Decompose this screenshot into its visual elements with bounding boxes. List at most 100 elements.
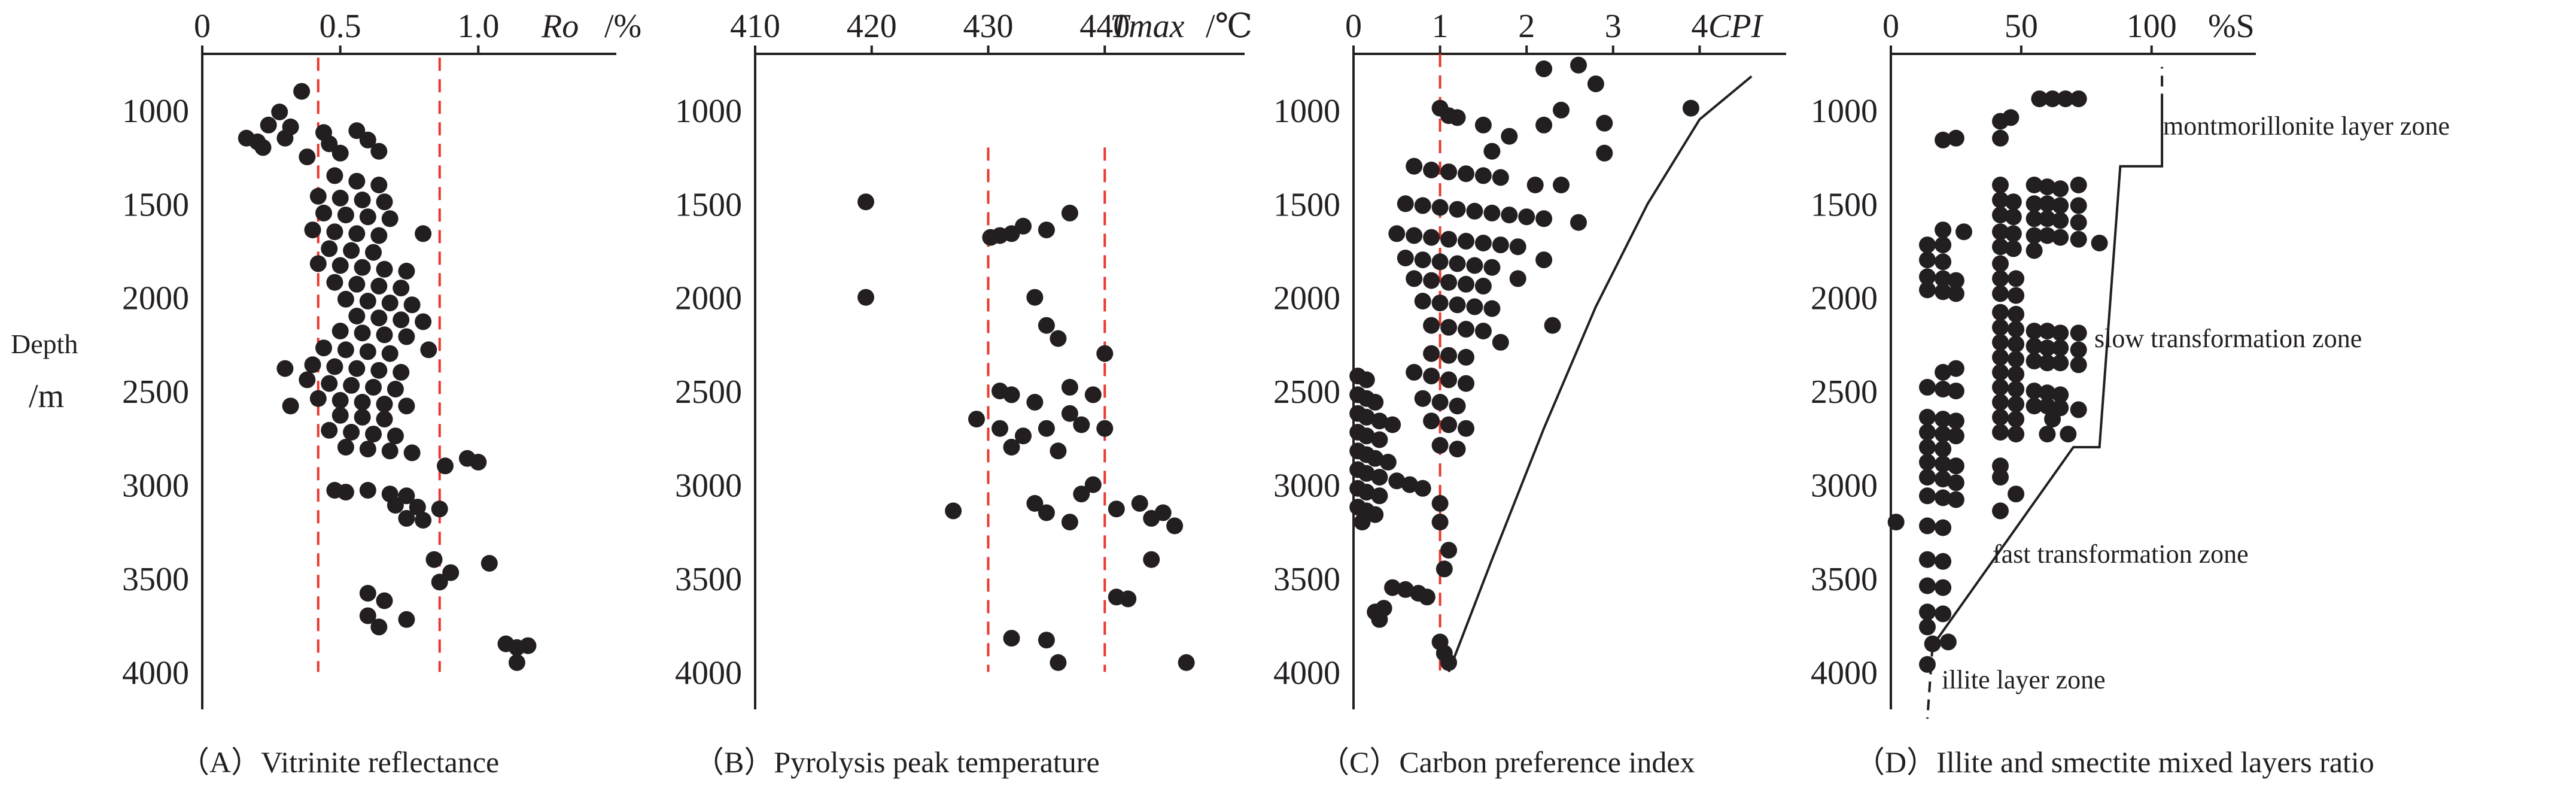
zone-boundary <box>1932 104 2164 647</box>
zone-label: illite layer zone <box>1942 665 2106 694</box>
data-point <box>1474 277 1492 295</box>
data-point <box>2052 229 2069 246</box>
data-point <box>2005 240 2022 257</box>
data-point <box>1935 456 1952 473</box>
data-point <box>359 131 376 148</box>
x-tick-label: 0 <box>1882 8 1899 45</box>
x-tick-label: 1.0 <box>457 8 499 45</box>
data-point <box>1992 318 2009 336</box>
data-point <box>1375 600 1392 617</box>
data-point <box>2057 90 2074 108</box>
x-tick-label: 50 <box>2005 8 2038 45</box>
data-point <box>1358 371 1375 389</box>
data-point <box>2008 351 2025 368</box>
data-point <box>1384 579 1401 596</box>
data-point <box>1919 469 1936 486</box>
data-point <box>1596 114 1613 132</box>
data-point <box>1371 487 1388 505</box>
data-point <box>1935 411 1952 428</box>
x-axis-unit: /% <box>604 8 641 45</box>
data-point <box>1367 450 1384 467</box>
data-point <box>1492 333 1509 351</box>
data-point <box>1061 378 1078 396</box>
data-point <box>2039 195 2056 213</box>
data-point <box>945 502 962 520</box>
data-point <box>299 371 316 389</box>
data-point <box>1431 514 1449 531</box>
data-point <box>326 274 343 291</box>
data-point <box>1358 408 1375 426</box>
data-point <box>1371 469 1388 486</box>
data-point <box>1509 238 1526 256</box>
zone-label: fast transformation zone <box>1993 539 2249 569</box>
data-point <box>1371 412 1388 430</box>
data-point <box>992 420 1008 437</box>
data-point <box>2025 242 2043 259</box>
data-point <box>376 411 393 428</box>
data-point <box>1919 236 1936 254</box>
data-point <box>2039 323 2056 339</box>
data-point <box>1935 363 1952 381</box>
data-point <box>2070 401 2087 418</box>
data-point <box>1570 214 1587 231</box>
data-point <box>2025 177 2043 193</box>
data-point <box>2070 90 2087 108</box>
data-point <box>1935 381 1952 397</box>
data-point <box>2052 180 2069 198</box>
data-point <box>437 457 454 475</box>
data-point <box>1992 304 2009 321</box>
panel-caption: （A）Vitrinite reflectance <box>180 745 499 779</box>
data-point <box>1483 142 1501 160</box>
data-point <box>1423 345 1440 362</box>
data-point <box>1440 274 1458 291</box>
data-point <box>2008 335 2025 353</box>
data-point <box>370 227 388 244</box>
data-point <box>348 122 366 139</box>
data-point <box>348 275 366 293</box>
data-point <box>2060 426 2077 443</box>
data-point <box>2044 411 2061 428</box>
data-point <box>2005 193 2022 211</box>
data-point <box>1992 469 2009 486</box>
x-axis-unit: /℃ <box>1206 8 1252 45</box>
depth-tick-label: 2000 <box>1811 280 1878 317</box>
x-tick-label: 0.5 <box>320 8 361 45</box>
data-point <box>1947 412 1964 430</box>
data-point <box>1483 300 1501 317</box>
data-point <box>1474 323 1492 339</box>
data-point <box>1440 371 1458 389</box>
data-point <box>1120 590 1137 608</box>
data-point <box>331 257 349 274</box>
data-point <box>393 280 410 297</box>
data-point <box>1466 298 1483 315</box>
data-point <box>2070 177 2087 193</box>
data-point <box>348 172 366 190</box>
data-point <box>1935 221 1952 239</box>
data-point <box>304 356 321 374</box>
data-point <box>354 324 371 342</box>
data-point <box>326 358 343 375</box>
data-point <box>1919 551 1936 568</box>
data-point <box>1096 345 1114 362</box>
data-point <box>2008 396 2025 412</box>
data-point <box>343 242 360 259</box>
data-point <box>1992 285 2009 302</box>
data-point <box>1992 333 2009 351</box>
data-point <box>2070 324 2087 342</box>
data-point <box>1358 484 1375 501</box>
data-point <box>1935 283 1952 301</box>
depth-tick-label: 1500 <box>122 186 189 223</box>
data-point <box>381 295 399 312</box>
data-point <box>1401 476 1418 493</box>
data-point <box>381 210 399 227</box>
data-point <box>354 393 371 411</box>
data-point <box>1414 293 1431 309</box>
data-point <box>1084 476 1102 493</box>
data-point <box>1384 416 1401 433</box>
data-point <box>370 142 388 160</box>
data-point <box>1553 101 1570 119</box>
data-point <box>403 444 421 462</box>
data-point <box>376 592 393 609</box>
data-point <box>1003 630 1020 647</box>
data-point <box>2039 227 2056 244</box>
